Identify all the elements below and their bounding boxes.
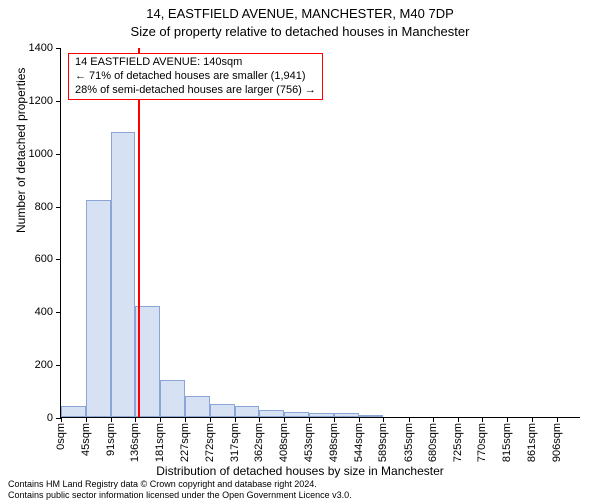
x-tick-label: 362sqm (253, 423, 265, 462)
x-tick-line (111, 417, 112, 422)
x-tick-line (507, 417, 508, 422)
x-tick-line (86, 417, 87, 422)
annotation-line-3: 28% of semi-detached houses are larger (… (75, 84, 316, 98)
x-tick-line (185, 417, 186, 422)
x-tick-label: 181sqm (154, 423, 166, 462)
x-tick-line (334, 417, 335, 422)
x-tick-label: 589sqm (377, 423, 389, 462)
y-tick-label: 1000 (29, 148, 53, 160)
histogram-bar (61, 406, 86, 417)
annotation-box: 14 EASTFIELD AVENUE: 140sqm ← 71% of det… (68, 53, 323, 100)
chart-title-sub: Size of property relative to detached ho… (0, 24, 600, 39)
histogram-bar (160, 380, 185, 417)
histogram-bar (185, 396, 210, 417)
x-tick-line (359, 417, 360, 422)
y-tick-line (56, 154, 61, 155)
x-tick-label: 906sqm (551, 423, 563, 462)
x-tick-line (235, 417, 236, 422)
annotation-line-1: 14 EASTFIELD AVENUE: 140sqm (75, 56, 316, 70)
x-tick-line (309, 417, 310, 422)
y-tick-label: 0 (47, 412, 53, 424)
x-tick-line (532, 417, 533, 422)
y-tick-line (56, 101, 61, 102)
y-tick-label: 1200 (29, 95, 53, 107)
x-axis-label: Distribution of detached houses by size … (0, 464, 600, 478)
histogram-bar (284, 412, 309, 417)
x-tick-line (210, 417, 211, 422)
x-tick-label: 498sqm (328, 423, 340, 462)
annotation-line-2: ← 71% of detached houses are smaller (1,… (75, 70, 316, 84)
x-tick-label: 453sqm (303, 423, 315, 462)
y-tick-line (56, 365, 61, 366)
x-tick-label: 91sqm (105, 423, 117, 456)
caption: Contains HM Land Registry data © Crown c… (8, 479, 352, 500)
histogram-bar (86, 200, 111, 417)
histogram-bar (309, 413, 334, 417)
x-tick-label: 227sqm (179, 423, 191, 462)
plot-area: 02004006008001000120014000sqm45sqm91sqm1… (60, 48, 580, 418)
histogram-bar (259, 410, 284, 417)
x-tick-label: 272sqm (204, 423, 216, 462)
y-tick-line (56, 207, 61, 208)
x-tick-label: 861sqm (526, 423, 538, 462)
histogram-bar (111, 132, 136, 417)
x-tick-line (409, 417, 410, 422)
x-tick-line (160, 417, 161, 422)
x-tick-label: 45sqm (80, 423, 92, 456)
y-tick-label: 600 (35, 253, 53, 265)
x-tick-label: 408sqm (278, 423, 290, 462)
x-tick-label: 0sqm (55, 423, 67, 450)
histogram-bar (359, 415, 384, 417)
x-tick-label: 680sqm (427, 423, 439, 462)
reference-line (138, 48, 140, 417)
x-tick-line (557, 417, 558, 422)
y-tick-label: 1400 (29, 42, 53, 54)
caption-line-2: Contains public sector information licen… (8, 490, 352, 500)
histogram-bar (235, 406, 260, 417)
x-tick-label: 815sqm (501, 423, 513, 462)
y-axis-label-text: Number of detached properties (14, 68, 28, 233)
x-tick-line (135, 417, 136, 422)
x-tick-label: 317sqm (229, 423, 241, 462)
x-tick-line (458, 417, 459, 422)
x-tick-line (383, 417, 384, 422)
y-tick-line (56, 48, 61, 49)
histogram-bar (210, 404, 235, 417)
x-tick-line (482, 417, 483, 422)
y-axis-label: Number of detached properties (14, 68, 28, 233)
y-tick-label: 800 (35, 201, 53, 213)
x-tick-label: 725sqm (452, 423, 464, 462)
chart-title-main: 14, EASTFIELD AVENUE, MANCHESTER, M40 7D… (0, 6, 600, 21)
x-tick-line (61, 417, 62, 422)
x-tick-line (433, 417, 434, 422)
histogram-bar (334, 413, 359, 417)
caption-line-1: Contains HM Land Registry data © Crown c… (8, 479, 352, 489)
x-tick-line (259, 417, 260, 422)
y-tick-label: 200 (35, 359, 53, 371)
chart-container: 14, EASTFIELD AVENUE, MANCHESTER, M40 7D… (0, 0, 600, 500)
x-tick-label: 635sqm (403, 423, 415, 462)
x-tick-label: 770sqm (476, 423, 488, 462)
y-tick-line (56, 312, 61, 313)
x-tick-line (284, 417, 285, 422)
y-tick-label: 400 (35, 306, 53, 318)
x-tick-label: 136sqm (129, 423, 141, 462)
y-tick-line (56, 259, 61, 260)
x-tick-label: 544sqm (353, 423, 365, 462)
